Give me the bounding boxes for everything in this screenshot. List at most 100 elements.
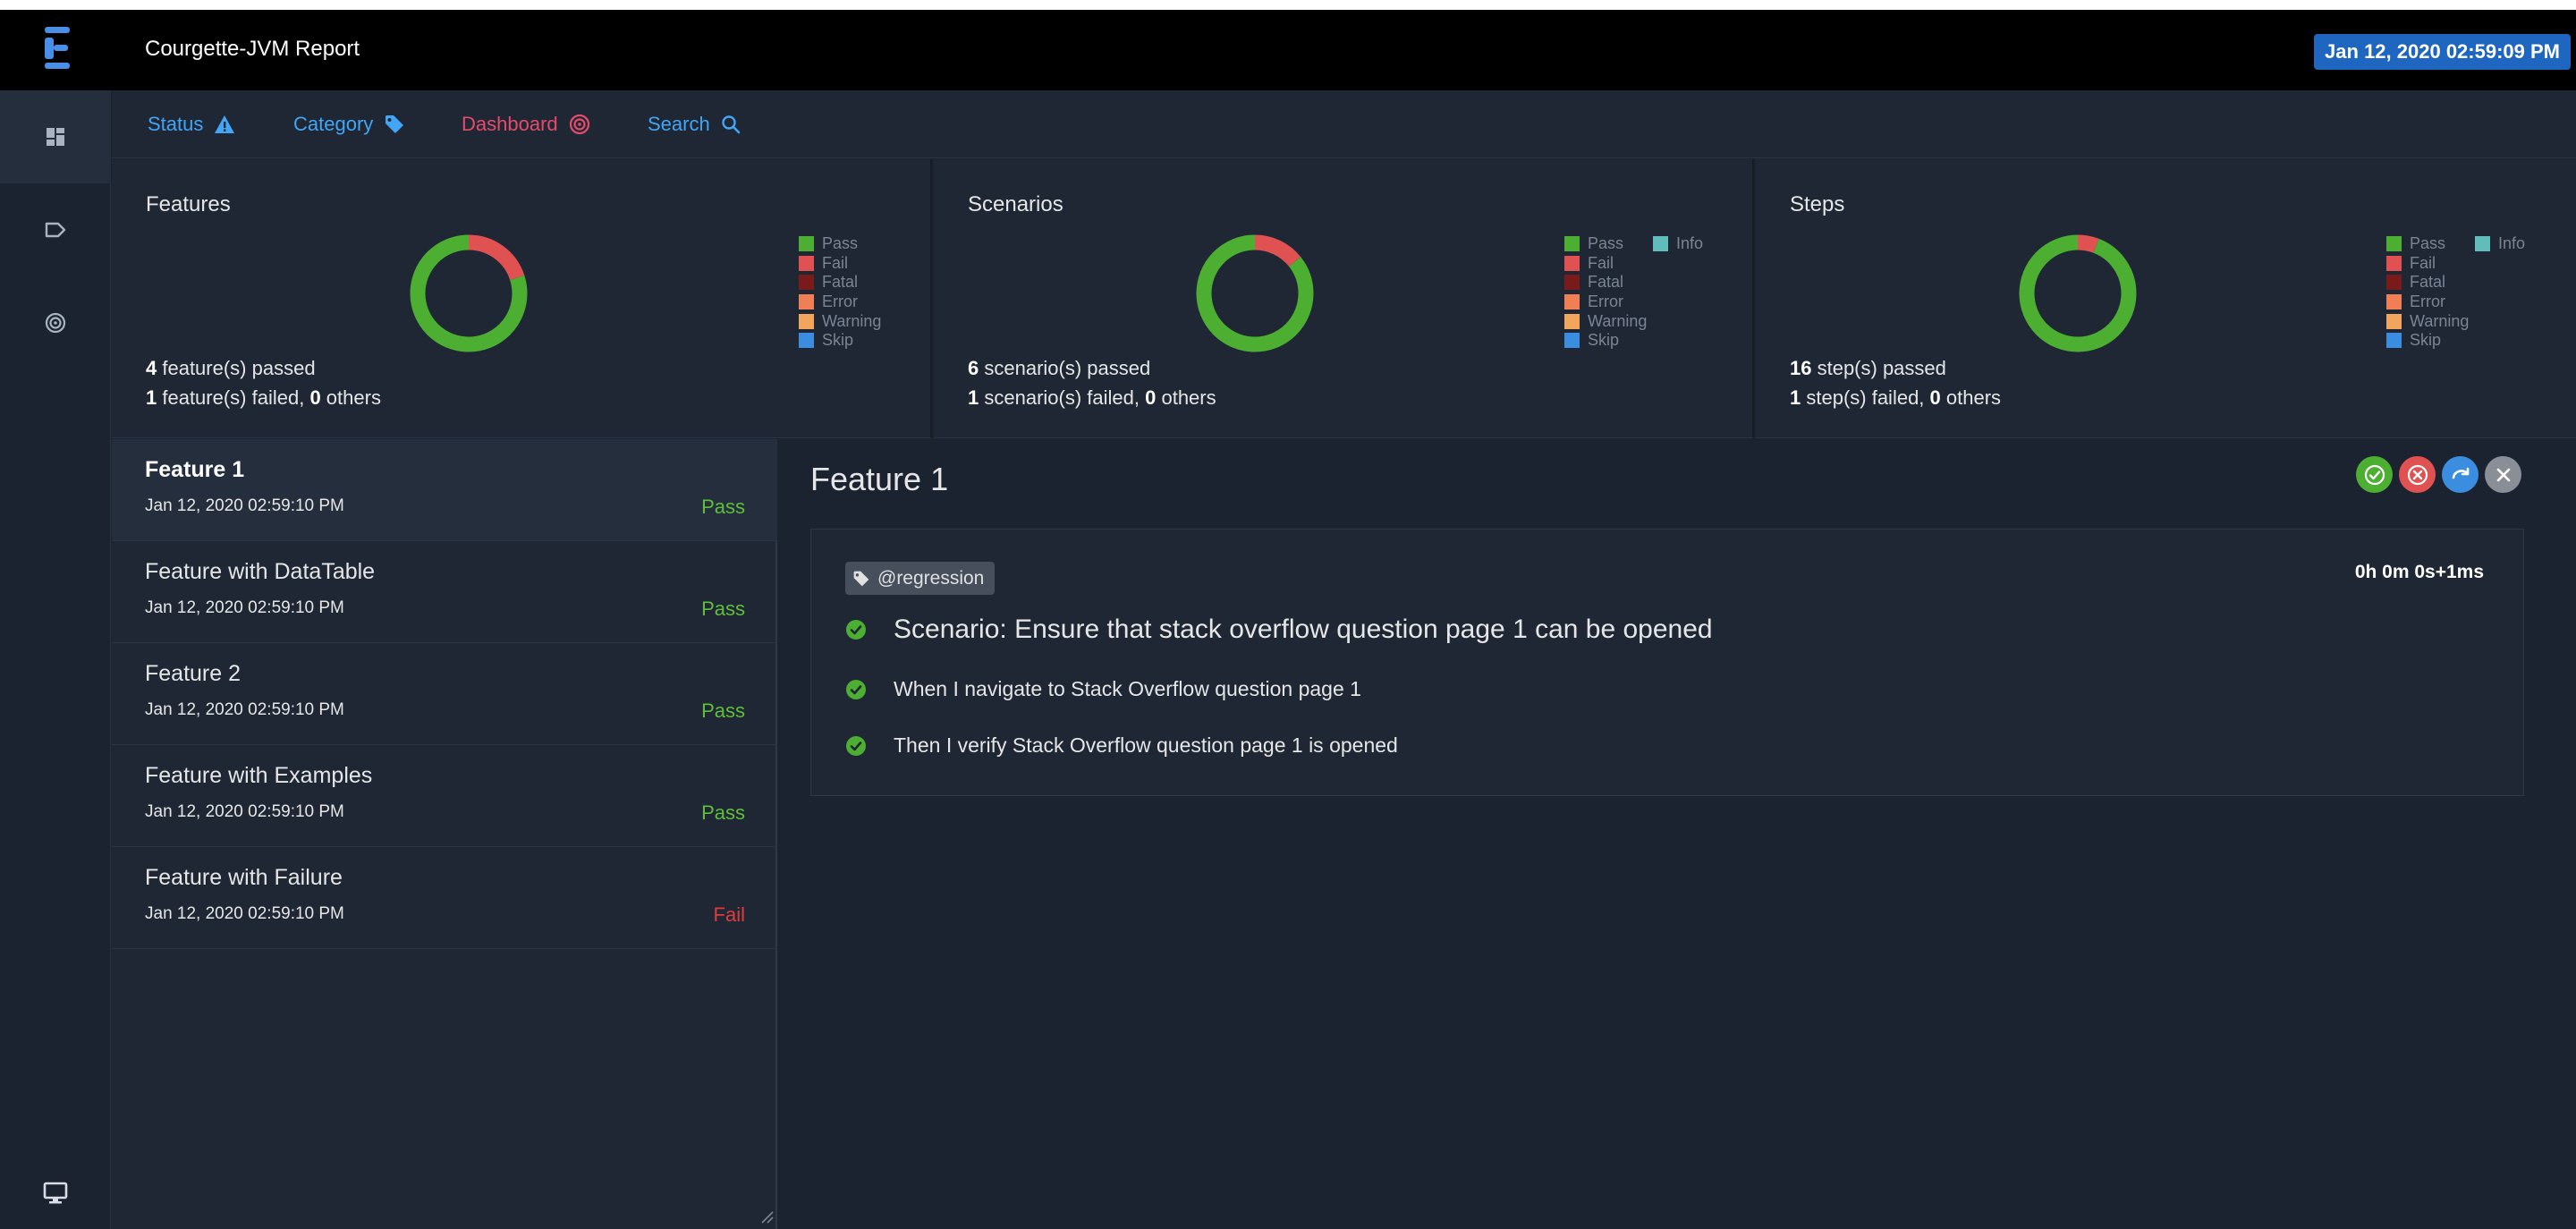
features-failed-summary: 1 feature(s) failed, 0 others [146, 386, 381, 409]
steps-card: Steps Pass Fail Fatal Error Warning Skip… [1756, 159, 2576, 438]
report-app: Courgette-JVM Report Jan 12, 2020 02:59:… [0, 10, 2576, 1229]
nav-dashboard[interactable]: Dashboard [462, 90, 590, 158]
top-bar: Courgette-JVM Report Jan 12, 2020 02:59:… [0, 10, 2576, 90]
feature-status: Pass [701, 598, 745, 620]
legend-fatal: Fatal [1564, 273, 1647, 292]
scenario-row[interactable]: Scenario: Ensure that stack overflow que… [845, 614, 1713, 645]
scenarios-legend: Pass Fail Fatal Error Warning Skip [1564, 234, 1647, 351]
expand-steps-button[interactable] [2442, 456, 2479, 493]
features-passed-summary: 4 feature(s) passed [146, 357, 316, 379]
step-text: When I navigate to Stack Overflow questi… [894, 677, 1361, 700]
nav-status[interactable]: Status [148, 90, 235, 158]
detail-title: Feature 1 [810, 461, 949, 497]
legend-fail: Fail [799, 254, 881, 274]
feature-list-item[interactable]: Feature with Failure Jan 12, 2020 02:59:… [112, 847, 777, 949]
monitor-icon [43, 1182, 68, 1204]
step-row[interactable]: When I navigate to Stack Overflow questi… [845, 677, 1361, 701]
summary-cards: Features Pass Fail Fatal Error Warning S… [112, 159, 2576, 438]
feature-list-item[interactable]: Feature 1 Jan 12, 2020 02:59:10 PM Pass [112, 439, 777, 541]
steps-passed-summary: 16 step(s) passed [1790, 357, 1946, 379]
nav-category-label: Category [293, 113, 374, 135]
features-card: Features Pass Fail Fatal Error Warning S… [112, 159, 932, 438]
legend-fail: Fail [1564, 254, 1647, 274]
feature-time: Jan 12, 2020 02:59:10 PM [145, 904, 344, 923]
donut-slice-pass [2019, 234, 2137, 352]
check-icon [2364, 464, 2385, 485]
close-icon [2496, 468, 2510, 481]
legend-skip: Skip [1564, 331, 1647, 351]
legend-pass: Pass [1564, 234, 1647, 254]
feature-name: Feature 1 [145, 457, 245, 482]
scenarios-donut-chart [1196, 234, 1314, 352]
feature-name: Feature with Failure [145, 865, 343, 890]
legend-warning: Warning [799, 311, 881, 331]
legend-fatal: Fatal [2386, 273, 2469, 292]
scenario-duration: 0h 0m 0s+1ms [2354, 562, 2484, 582]
scenario-title: Scenario: Ensure that stack overflow que… [894, 614, 1713, 644]
target-icon [45, 312, 66, 334]
feature-name: Feature with Examples [145, 763, 373, 788]
legend-skip: Skip [799, 331, 881, 351]
pass-check-icon [846, 735, 866, 756]
redo-icon [2452, 467, 2469, 479]
feature-name: Feature 2 [145, 661, 242, 686]
pass-check-icon [846, 620, 866, 640]
nav-status-label: Status [148, 113, 204, 135]
close-circle-icon [2407, 464, 2428, 485]
steps-failed-summary: 1 step(s) failed, 0 others [1790, 386, 2002, 409]
feature-detail-panel: Feature 1 [779, 439, 2576, 1229]
rail-target[interactable] [0, 276, 111, 369]
rail-tags[interactable] [0, 183, 111, 276]
app-logo[interactable] [41, 27, 77, 70]
feature-status: Pass [701, 699, 745, 722]
nav-dashboard-label: Dashboard [462, 113, 558, 135]
legend-info: Info [2475, 234, 2525, 254]
feature-time: Jan 12, 2020 02:59:10 PM [145, 802, 344, 821]
step-text: Then I verify Stack Overflow question pa… [894, 733, 1398, 757]
feature-time: Jan 12, 2020 02:59:10 PM [145, 598, 344, 617]
step-row[interactable]: Then I verify Stack Overflow question pa… [845, 733, 1398, 758]
steps-donut-chart [2019, 234, 2137, 352]
feature-status: Pass [701, 496, 745, 518]
tag-icon [45, 222, 66, 238]
resize-handle-icon[interactable] [759, 1209, 774, 1224]
nav-category[interactable]: Category [293, 90, 405, 158]
report-date-badge: Jan 12, 2020 02:59:09 PM [2314, 34, 2571, 70]
nav-search-label: Search [648, 113, 710, 135]
feature-list-item[interactable]: Feature with DataTable Jan 12, 2020 02:5… [112, 541, 777, 643]
nav-search[interactable]: Search [648, 90, 741, 158]
tag-icon [853, 571, 869, 586]
dashboard-target-icon [569, 114, 589, 135]
category-tag-icon [386, 115, 404, 133]
features-card-title: Features [146, 192, 231, 216]
feature-list-item[interactable]: Feature 2 Jan 12, 2020 02:59:10 PM Pass [112, 643, 777, 745]
filter-pass-button[interactable] [2356, 456, 2393, 493]
feature-list-item[interactable]: Feature with Examples Jan 12, 2020 02:59… [112, 745, 777, 847]
scenarios-card-title: Scenarios [968, 192, 1063, 216]
legend-error: Error [1564, 292, 1647, 312]
dashboard-icon [47, 128, 64, 146]
app-title: Courgette-JVM Report [145, 37, 360, 61]
feature-name: Feature with DataTable [145, 559, 376, 584]
rail-dashboard[interactable] [0, 90, 111, 183]
legend-info: Info [1653, 234, 1703, 254]
feature-status: Fail [713, 903, 745, 926]
feature-time: Jan 12, 2020 02:59:10 PM [145, 700, 344, 719]
legend-error: Error [799, 292, 881, 312]
legend-fatal: Fatal [799, 273, 881, 292]
feature-time: Jan 12, 2020 02:59:10 PM [145, 496, 344, 515]
legend-skip: Skip [2386, 331, 2469, 351]
clear-filter-button[interactable] [2485, 456, 2521, 493]
pass-check-icon [846, 679, 866, 699]
scenarios-card: Scenarios Pass Fail Fatal Error Warning … [934, 159, 1754, 438]
rail-display-toggle[interactable] [0, 1175, 111, 1211]
search-icon [722, 115, 741, 134]
scenarios-failed-summary: 1 scenario(s) failed, 0 others [968, 386, 1216, 409]
tag-badge[interactable]: @regression [845, 562, 996, 595]
filter-fail-button[interactable] [2399, 456, 2436, 493]
features-donut-chart [410, 234, 528, 352]
features-legend: Pass Fail Fatal Error Warning Skip [799, 234, 881, 351]
sub-nav: Status Category Dashboard Search [112, 90, 2576, 158]
left-rail [0, 90, 111, 1229]
scenarios-passed-summary: 6 scenario(s) passed [968, 357, 1151, 379]
